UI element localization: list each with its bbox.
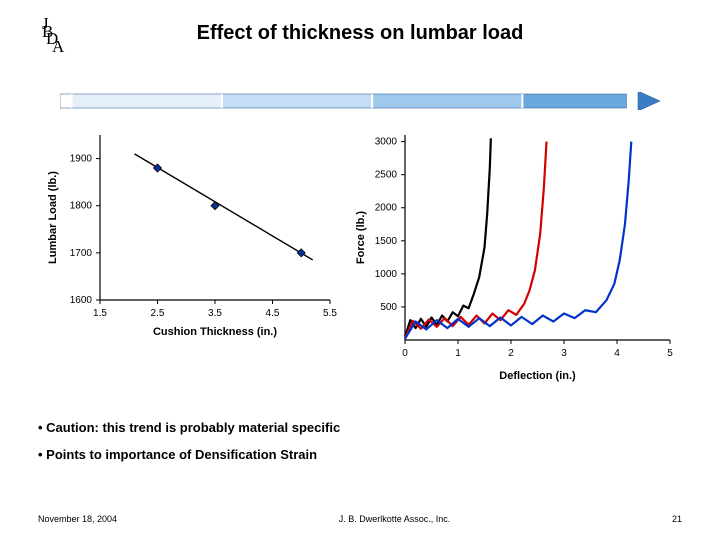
svg-text:1900: 1900 <box>70 154 93 165</box>
svg-text:3000: 3000 <box>375 137 398 148</box>
svg-text:Force (lb.): Force (lb.) <box>355 211 367 265</box>
svg-text:2500: 2500 <box>375 170 398 181</box>
svg-text:1: 1 <box>455 348 461 359</box>
footer: November 18, 2004 J. B. Dwerlkotte Assoc… <box>38 514 682 524</box>
svg-text:2000: 2000 <box>375 203 398 214</box>
bullet-2-text: Points to importance of Densification St… <box>46 447 317 462</box>
svg-text:1000: 1000 <box>375 269 398 280</box>
bullets: • Caution: this trend is probably materi… <box>38 420 340 474</box>
bullet-2: • Points to importance of Densification … <box>38 447 340 462</box>
svg-text:4: 4 <box>614 348 620 359</box>
svg-text:1700: 1700 <box>70 248 93 259</box>
svg-text:2.5: 2.5 <box>151 308 165 319</box>
svg-text:Deflection (in.): Deflection (in.) <box>499 370 576 382</box>
svg-text:Cushion Thickness (in.): Cushion Thickness (in.) <box>153 326 277 338</box>
svg-text:2: 2 <box>508 348 514 359</box>
footer-org: J. B. Dwerlkotte Assoc., Inc. <box>339 514 451 524</box>
gradient-arrow <box>60 92 660 106</box>
svg-text:3.5: 3.5 <box>208 308 222 319</box>
right-chart: 500 1000 1500 2000 2500 3000 0 1 2 3 4 5 Deflection … <box>350 125 680 405</box>
bullet-1: • Caution: this trend is probably materi… <box>38 420 340 435</box>
svg-text:3: 3 <box>561 348 567 359</box>
footer-page: 21 <box>672 514 682 524</box>
svg-text:5.5: 5.5 <box>323 308 337 319</box>
svg-text:5: 5 <box>667 348 673 359</box>
svg-text:1.5: 1.5 <box>93 308 107 319</box>
left-chart: 1600 1700 1800 1900 1.5 2.5 3.5 4.5 5.5 Cushion T… <box>40 125 340 405</box>
svg-text:4.5: 4.5 <box>266 308 280 319</box>
svg-text:0: 0 <box>402 348 408 359</box>
svg-text:500: 500 <box>380 302 397 313</box>
page-title: Effect of thickness on lumbar load <box>0 22 720 45</box>
footer-date: November 18, 2004 <box>38 514 117 524</box>
bullet-1-text: Caution: this trend is probably material… <box>46 420 340 435</box>
svg-text:1800: 1800 <box>70 201 93 212</box>
slide: J B D A Effect of thickness on lumbar lo… <box>0 0 720 540</box>
svg-text:1500: 1500 <box>375 236 398 247</box>
svg-text:1600: 1600 <box>70 295 93 306</box>
svg-text:Lumbar Load (lb.): Lumbar Load (lb.) <box>47 171 59 264</box>
charts-row: 1600 1700 1800 1900 1.5 2.5 3.5 4.5 5.5 Cushion T… <box>40 125 690 405</box>
